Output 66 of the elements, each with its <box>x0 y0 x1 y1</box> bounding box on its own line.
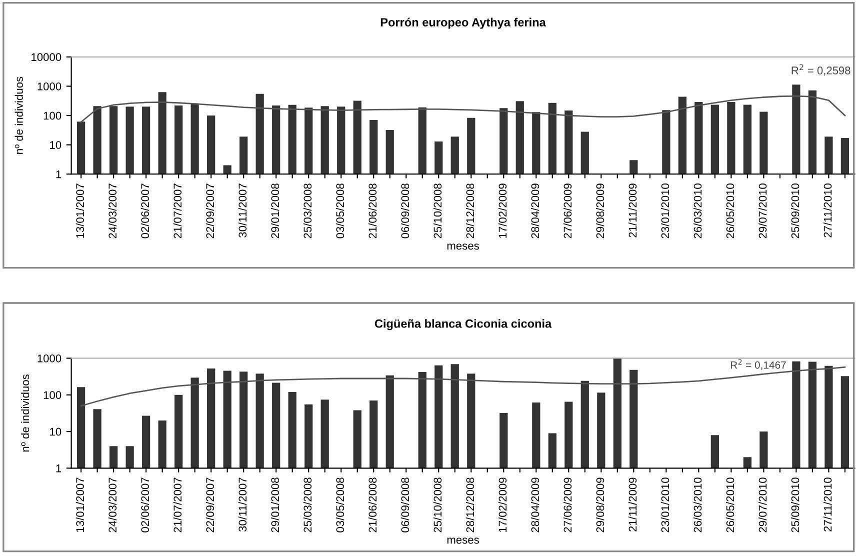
x-tick-label: 29/07/2010 <box>758 184 767 238</box>
x-tick-label: 21/06/2008 <box>368 184 377 238</box>
x-tick-label: 21/11/2009 <box>628 184 637 238</box>
x-tick-label: 29/08/2009 <box>596 184 604 238</box>
x-tick-label: 24/03/2007 <box>108 184 117 238</box>
y-tick-label: 10 <box>50 428 62 436</box>
x-tick-label: 27/11/2010 <box>824 478 832 532</box>
x-tick-label: 13/01/2007 <box>76 478 84 532</box>
x-tick-label: 21/06/2008 <box>368 478 377 532</box>
x-tick-label: 30/11/2007 <box>238 478 247 532</box>
x-tick-label: 03/05/2008 <box>336 184 344 238</box>
x-tick-label: 29/08/2009 <box>596 478 604 532</box>
x-tick-label: 27/06/2009 <box>563 184 572 238</box>
x-tick-label: 25/09/2010 <box>791 478 800 532</box>
x-tick-label: 25/10/2008 <box>433 478 442 532</box>
x-tick-label: 25/03/2008 <box>303 478 312 532</box>
x-tick-label: 23/01/2010 <box>660 184 670 238</box>
x-tick-label: 26/03/2010 <box>693 184 702 238</box>
x-tick-label: 06/09/2008 <box>400 184 410 238</box>
x-tick-label: 03/05/2008 <box>336 478 344 532</box>
x-tick-label: 17/02/2009 <box>498 184 507 238</box>
x-tick-label: 21/07/2007 <box>173 478 182 532</box>
x-tick-label: 21/07/2007 <box>173 184 182 238</box>
x-tick-label: 25/10/2008 <box>433 184 442 238</box>
x-tick-label: 28/12/2008 <box>466 478 474 532</box>
y-axis-title: nº de individuos <box>14 76 23 154</box>
x-tick-label: 24/03/2007 <box>108 478 117 532</box>
x-tick-label: 25/09/2010 <box>791 184 800 238</box>
y-tick-label: 100 <box>44 391 62 400</box>
x-tick-label: 22/09/2007 <box>206 478 214 532</box>
annotation: R$^{2}$ = 0,2598 <box>792 64 850 76</box>
x-tick-label: 02/06/2007 <box>140 184 150 238</box>
x-tick-label: 28/04/2009 <box>530 478 540 532</box>
y-tick-label: 1 <box>56 464 62 472</box>
y-tick-label: 1000 <box>38 354 62 362</box>
y-tick-label: 100 <box>44 112 62 120</box>
x-tick-label: 02/06/2007 <box>140 478 150 532</box>
x-tick-label: 29/01/2008 <box>270 184 280 238</box>
x-tick-label: 13/01/2007 <box>76 184 84 238</box>
x-tick-label: 26/05/2010 <box>726 184 734 238</box>
x-tick-label: 17/02/2009 <box>498 478 507 532</box>
x-tick-label: 30/11/2007 <box>238 184 247 238</box>
x-axis-title: meses <box>447 538 479 544</box>
x-tick-label: 28/12/2008 <box>466 184 474 238</box>
line-series <box>80 95 846 123</box>
x-tick-label: 27/11/2010 <box>824 184 832 238</box>
x-tick-label: 21/11/2009 <box>628 478 637 532</box>
x-tick-label: 06/09/2008 <box>400 478 410 532</box>
y-tick-label: 10 <box>50 141 62 149</box>
y-axis-title: nº de individuos <box>20 374 30 452</box>
y-tick-label: 1 <box>56 170 62 178</box>
chart-title: Cigüeña blanca Ciconia ciconia <box>374 319 552 330</box>
x-tick-label: 26/03/2010 <box>693 478 702 532</box>
x-tick-label: 29/01/2008 <box>270 478 280 532</box>
x-tick-label: 29/07/2010 <box>758 478 767 532</box>
x-axis-title: meses <box>447 244 479 250</box>
x-tick-label: 23/01/2010 <box>660 478 670 532</box>
x-tick-label: 27/06/2009 <box>563 478 572 532</box>
annotation: R$^{2}$ = 0,1467 <box>730 359 786 370</box>
x-tick-label: 28/04/2009 <box>530 184 540 238</box>
x-tick-label: 26/05/2010 <box>726 478 734 532</box>
x-tick-label: 25/03/2008 <box>303 184 312 238</box>
chart-title: Porrón europeo Aythya ferina <box>380 18 546 29</box>
y-tick-label: 10000 <box>32 53 62 62</box>
y-tick-label: 1000 <box>38 82 62 90</box>
x-tick-label: 22/09/2007 <box>206 184 214 238</box>
